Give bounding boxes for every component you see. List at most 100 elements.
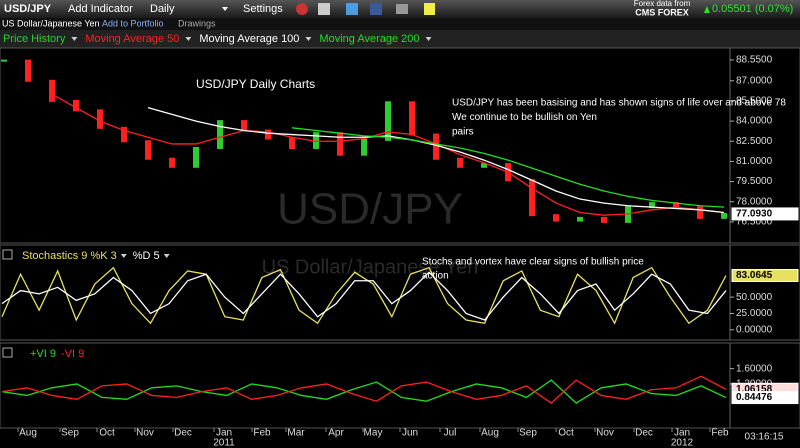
x-tick-label: Feb	[253, 428, 271, 439]
dropdown-arrow[interactable]	[425, 37, 432, 41]
close-button[interactable]	[2, 347, 13, 358]
settings[interactable]: Settings	[243, 3, 283, 15]
watermark: USD/JPY	[277, 185, 463, 234]
indicator-label: -VI 9	[61, 348, 84, 360]
subbar	[0, 18, 800, 30]
candle	[625, 206, 631, 223]
x-tick-label: Nov	[596, 428, 614, 439]
camera-icon[interactable]	[396, 4, 408, 14]
y-tick-label: 1.60000	[736, 363, 773, 374]
candle	[121, 126, 127, 143]
current-value-box	[731, 268, 799, 282]
watermark: US Dollar/Japanese Yen	[262, 256, 479, 278]
note-icon[interactable]	[424, 3, 435, 15]
x-tick-label: Aug	[19, 428, 37, 439]
year-label: 2011	[213, 438, 235, 448]
candle	[1, 59, 7, 62]
dropdown-arrow[interactable]	[305, 37, 312, 41]
x-tick-label: Sep	[61, 428, 79, 439]
add-indicator[interactable]: Add Indicator	[68, 3, 133, 15]
current-value-box	[731, 207, 799, 221]
candle	[553, 214, 559, 222]
candle	[97, 109, 103, 129]
moving-average	[51, 93, 725, 216]
current-value-box	[731, 391, 799, 405]
dropdown-arrow[interactable]	[71, 37, 78, 41]
x-tick-label: Feb	[711, 428, 729, 439]
annotation: Stochs and vortex have clear signs of bu…	[422, 257, 644, 268]
candle	[313, 132, 319, 149]
symbol[interactable]: USD/JPY	[4, 3, 52, 15]
dropdown-arrow[interactable]	[163, 254, 170, 258]
annotation: We continue to be bullish on Yen	[452, 112, 597, 123]
y-tick-label: 85.5000	[736, 96, 773, 107]
candle	[649, 202, 655, 209]
drawings[interactable]: Drawings	[178, 18, 216, 28]
annotation: USD/JPY has been basising and has shown …	[452, 98, 786, 109]
indicator-label: %D 5	[133, 250, 160, 262]
y-tick-label: 81.0000	[736, 156, 773, 167]
x-tick-label: Dec	[174, 428, 192, 439]
y-tick-label: 79.5000	[736, 176, 773, 187]
candle	[481, 163, 487, 168]
dropdown-arrow[interactable]	[185, 37, 192, 41]
year-label: 2012	[671, 438, 694, 448]
y-tick-label: 25.0000	[736, 308, 773, 319]
y-tick-label: 87.0000	[736, 75, 773, 86]
data-source: Forex data from	[634, 0, 691, 8]
x-tick-label: Jul	[444, 428, 457, 439]
instrument-name: US Dollar/Japanese Yen	[2, 18, 100, 28]
indicator-label: Stochastics 9 %K 3	[22, 250, 117, 262]
candle	[433, 133, 439, 160]
close-button[interactable]	[2, 249, 13, 260]
x-tick-label: Aug	[481, 428, 499, 439]
candle	[601, 216, 607, 223]
candle	[145, 140, 151, 160]
candle	[241, 120, 247, 132]
current-value: 1.06158	[736, 384, 773, 395]
x-tick-label: Mar	[287, 428, 305, 439]
x-tick-label: Sep	[519, 428, 537, 439]
current-value: 0.84476	[736, 392, 773, 403]
broker: CMS FOREX	[635, 7, 689, 17]
candle	[721, 212, 727, 219]
legend-entry[interactable]: Moving Average 100	[199, 33, 299, 45]
x-tick-label: Nov	[136, 428, 154, 439]
legend-entry[interactable]: Price History	[3, 33, 66, 45]
legend-entry[interactable]: Moving Average 200	[319, 33, 419, 45]
alarm-icon[interactable]	[296, 3, 308, 15]
x-tick-label: Jan	[216, 428, 232, 439]
interval[interactable]: Daily	[150, 3, 175, 15]
add-portfolio[interactable]: Add to Portfolio	[102, 18, 164, 28]
y-tick-label: 82.5000	[736, 136, 773, 147]
indicator-label: +VI 9	[30, 348, 56, 360]
candle	[73, 99, 79, 112]
current-value: 77.0930	[736, 209, 773, 220]
y-tick-label: 50.0000	[736, 292, 773, 303]
x-tick-label: Oct	[99, 428, 115, 439]
up-arrow	[704, 6, 710, 13]
chart-title: USD/JPY Daily Charts	[196, 77, 315, 91]
candle	[361, 138, 367, 156]
candle	[217, 120, 223, 149]
moving-average	[147, 107, 725, 214]
candle	[169, 157, 175, 168]
clock: 03:16:15	[745, 432, 784, 443]
candle	[673, 202, 679, 209]
candle	[697, 206, 703, 219]
legend-entry[interactable]: Moving Average 50	[85, 33, 179, 45]
candle	[457, 157, 463, 168]
candle	[193, 146, 199, 168]
dropdown-arrow[interactable]	[120, 254, 127, 258]
facebook-icon[interactable]	[370, 3, 382, 15]
x-tick-label: Apr	[328, 428, 344, 439]
vortex-line	[1, 379, 727, 404]
twitter-icon[interactable]	[346, 3, 358, 15]
annotation: pairs	[452, 127, 474, 138]
moving-average	[291, 127, 725, 208]
dropdown-arrow[interactable]	[222, 7, 228, 11]
candle	[49, 79, 55, 102]
print-icon[interactable]	[318, 3, 330, 15]
candle	[529, 179, 535, 217]
